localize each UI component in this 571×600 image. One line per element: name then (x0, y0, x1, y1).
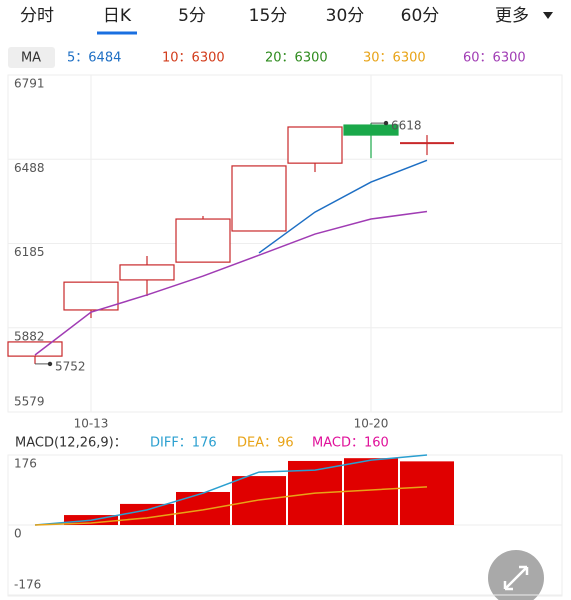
y-tick-label: 176 (14, 457, 37, 471)
ma-line (34, 210, 428, 356)
macd-bar (176, 491, 230, 525)
macd-legend: DEA：96 (237, 436, 294, 451)
candle-body (287, 126, 343, 164)
macd-legend: MACD：160 (312, 436, 389, 451)
macd-title: MACD(12,26,9)： (15, 436, 127, 451)
ma-legend: 10：6300 (162, 51, 225, 66)
candle-body (63, 281, 119, 311)
y-tick-label: 6488 (14, 161, 45, 175)
y-tick-label: 6791 (14, 77, 45, 91)
tab[interactable]: 5分 (178, 6, 206, 26)
expand-circle[interactable] (488, 550, 544, 600)
ma-legend: 20：6300 (265, 51, 328, 66)
y-tick-label: 6185 (14, 245, 45, 259)
ma-label: MA (21, 51, 41, 66)
tab[interactable]: 30分 (326, 6, 365, 26)
tab[interactable]: 60分 (401, 6, 440, 26)
expand-icon[interactable] (503, 565, 529, 591)
extreme-dot (47, 361, 53, 367)
candle-body (119, 264, 175, 281)
y-tick-label: -176 (14, 578, 41, 592)
dropdown-arrow[interactable] (543, 12, 553, 19)
tab[interactable]: 日K (103, 6, 132, 26)
extreme-label: 6618 (391, 119, 422, 133)
candle-body (231, 165, 287, 232)
ma-legend: 30：6300 (363, 51, 426, 66)
x-tick-label: 10-20 (354, 417, 389, 431)
ma-legend: 5：6484 (67, 51, 121, 66)
macd-legend: DIFF：176 (150, 436, 217, 451)
candle-body (7, 341, 63, 357)
macd-line (34, 486, 428, 526)
extreme-label: 5752 (55, 359, 86, 373)
x-tick-label: 10-13 (74, 417, 109, 431)
ma-legend: 60：6300 (463, 51, 526, 66)
macd-bar (400, 461, 454, 525)
y-tick-label: 0 (14, 527, 22, 541)
candle-body (343, 124, 399, 136)
tab[interactable]: 更多 (495, 6, 529, 26)
extreme-dot (383, 120, 389, 126)
macd-line (34, 454, 428, 526)
tab[interactable]: 15分 (249, 6, 288, 26)
y-tick-label: 5882 (14, 329, 45, 343)
y-tick-label: 5579 (14, 395, 45, 409)
ma-line (258, 159, 428, 254)
expand-button[interactable] (488, 550, 544, 600)
tab[interactable]: 分时 (20, 6, 54, 26)
ma-badge (8, 47, 55, 68)
candle-body (175, 218, 231, 263)
